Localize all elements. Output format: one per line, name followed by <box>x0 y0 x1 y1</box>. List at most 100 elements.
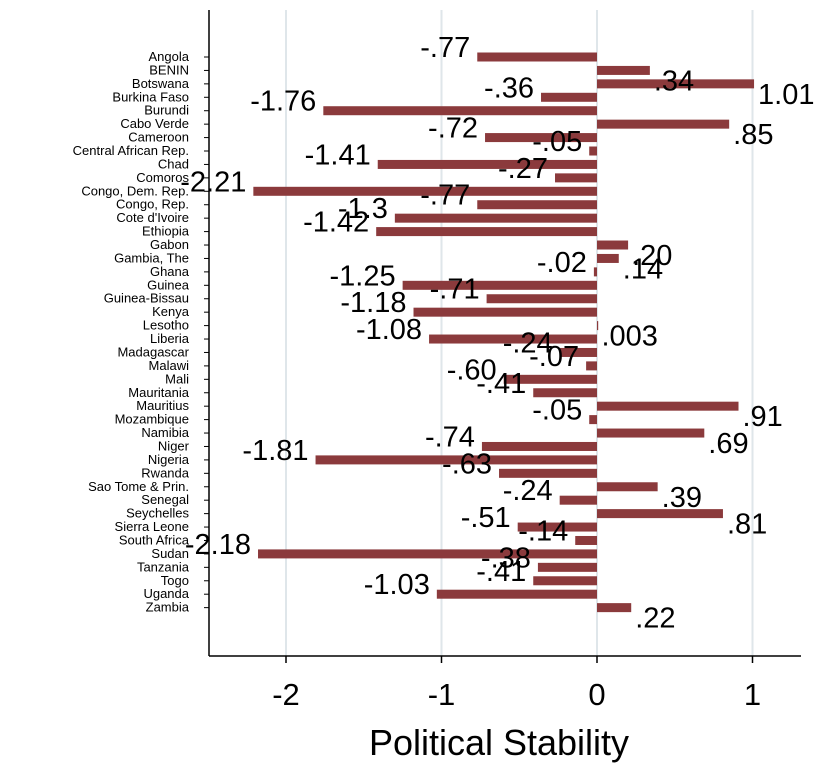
category-label: Gabon <box>150 237 189 252</box>
x-tick-label: 0 <box>588 677 605 712</box>
bar <box>586 361 597 371</box>
bar <box>593 267 597 277</box>
category-label: Sudan <box>151 546 189 561</box>
bar <box>477 52 597 62</box>
bar <box>559 495 597 505</box>
bar <box>436 589 597 599</box>
bar <box>315 455 597 465</box>
data-label: .22 <box>635 603 675 635</box>
bar <box>253 186 597 196</box>
category-label: Guinea <box>147 277 190 292</box>
data-label: -.51 <box>461 502 511 534</box>
data-label: -.41 <box>476 556 526 588</box>
bar <box>377 159 597 169</box>
category-label: Kenya <box>152 304 190 319</box>
category-label: Nigeria <box>148 452 190 467</box>
bar <box>597 240 629 250</box>
category-label: Mali <box>165 371 189 386</box>
bar <box>597 401 739 411</box>
data-label: .85 <box>733 119 773 151</box>
data-label: -2.18 <box>185 529 251 561</box>
category-label: Cote d'Ivoire <box>116 210 189 225</box>
category-label: Rwanda <box>141 465 189 480</box>
data-label: -1.18 <box>340 287 406 319</box>
bar <box>541 92 597 102</box>
category-label: Sao Tome & Prin. <box>88 479 189 494</box>
category-label: Mauritania <box>128 385 189 400</box>
data-label: -1.3 <box>338 193 388 225</box>
category-label: Ethiopia <box>142 224 190 239</box>
bar <box>258 549 597 559</box>
data-label: -1.03 <box>364 569 430 601</box>
category-label: Angola <box>149 49 190 64</box>
data-label: -.24 <box>503 327 553 359</box>
bar <box>555 173 597 183</box>
bar <box>323 106 597 116</box>
data-label: .91 <box>743 401 783 433</box>
data-label: -1.08 <box>356 314 422 346</box>
data-label: .34 <box>654 65 694 97</box>
data-label: -.74 <box>425 421 475 453</box>
data-label: .20 <box>632 240 672 272</box>
data-label: -1.81 <box>242 435 308 467</box>
category-label: Gambia, The <box>114 250 189 265</box>
data-label: .003 <box>601 321 657 353</box>
category-label: Cabo Verde <box>120 116 189 131</box>
bar <box>597 428 705 438</box>
bar <box>477 200 597 210</box>
category-label: Ghana <box>150 264 190 279</box>
category-label: Madagascar <box>117 344 189 359</box>
category-label: Central African Rep. <box>73 143 189 158</box>
bar <box>481 441 597 451</box>
x-axis-title: Political Stability <box>369 722 629 763</box>
bar <box>376 227 597 237</box>
category-label: Guinea-Bissau <box>104 291 189 306</box>
data-label: -.72 <box>428 113 478 145</box>
data-label: -.41 <box>476 368 526 400</box>
data-label: -.38 <box>481 542 531 574</box>
category-label: Uganda <box>143 586 189 601</box>
bar <box>597 79 755 89</box>
category-label: Malawi <box>149 358 190 373</box>
data-label: 1.01 <box>758 79 814 111</box>
bar <box>575 535 597 545</box>
data-label: -.63 <box>442 448 492 480</box>
data-label: -.27 <box>498 153 548 185</box>
category-label: Niger <box>158 438 190 453</box>
category-label: Togo <box>161 573 189 588</box>
data-label: -.71 <box>430 274 480 306</box>
x-tick-label: 1 <box>744 677 761 712</box>
data-label: .69 <box>708 428 748 460</box>
category-label: Senegal <box>141 492 189 507</box>
bar <box>597 509 723 519</box>
x-tick-label: -2 <box>272 677 300 712</box>
category-label: Comoros <box>136 170 189 185</box>
data-label: -.14 <box>518 515 568 547</box>
data-label: -.05 <box>532 395 582 427</box>
bar <box>533 388 597 398</box>
data-label: .14 <box>623 253 663 285</box>
category-label: Sierra Leone <box>115 519 189 534</box>
category-label: Cameroon <box>128 130 189 145</box>
bar <box>537 562 597 572</box>
data-label: .81 <box>727 509 767 541</box>
category-label: Congo, Rep. <box>116 197 189 212</box>
category-label: Liberia <box>150 331 190 346</box>
data-label: -.24 <box>503 475 553 507</box>
category-label: Botswana <box>132 76 190 91</box>
data-label: -1.25 <box>330 260 396 292</box>
bar <box>533 576 597 586</box>
bar <box>413 307 597 317</box>
bar <box>597 321 599 331</box>
bar <box>402 280 597 290</box>
category-label: Namibia <box>141 425 189 440</box>
bar <box>597 482 658 492</box>
data-label: -.60 <box>447 354 497 386</box>
bar <box>499 468 597 478</box>
data-label: -.02 <box>537 247 587 279</box>
data-label: -.07 <box>529 341 579 373</box>
bar <box>517 522 597 532</box>
category-label: Seychelles <box>126 506 189 521</box>
